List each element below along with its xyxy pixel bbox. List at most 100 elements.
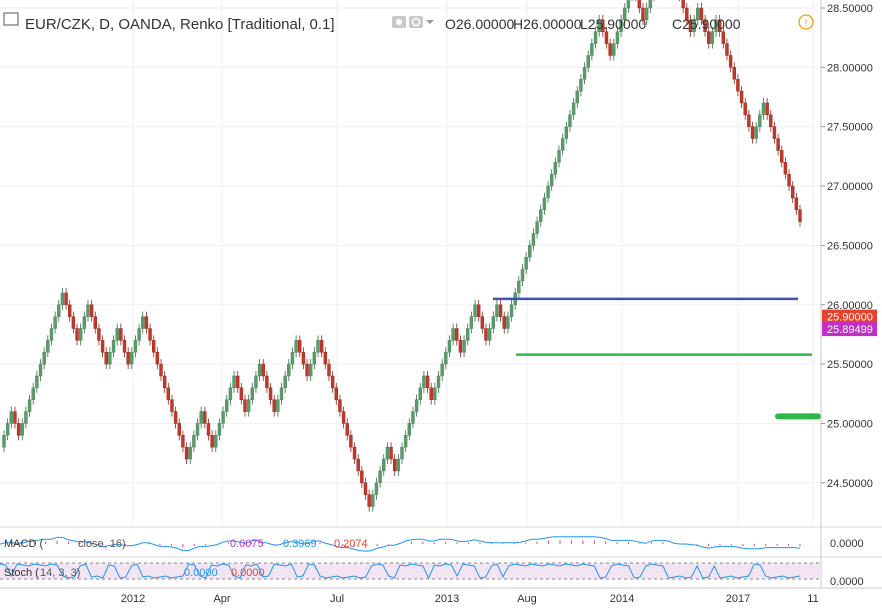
macd-value-3: 0.2074	[334, 538, 368, 550]
x-tick-label: Aug	[517, 593, 537, 605]
down-brick	[707, 31, 711, 44]
warning-icon[interactable]: !	[798, 14, 814, 30]
up-brick	[246, 399, 251, 412]
down-brick	[173, 411, 178, 424]
down-brick	[272, 399, 276, 412]
time-axis[interactable]: 2012 Apr Jul 2013 Aug 2014 2017 11	[121, 593, 819, 605]
y-tick-label: 26.50000	[827, 240, 873, 252]
down-brick	[265, 375, 269, 389]
up-brick	[539, 209, 543, 222]
level-lines[interactable]	[493, 297, 821, 420]
up-brick	[5, 423, 10, 436]
macd-axis-label: 0.0000	[830, 538, 864, 550]
up-brick	[24, 411, 28, 424]
y-tick-label: 26.00000	[827, 300, 873, 312]
up-brick	[469, 316, 474, 329]
down-brick	[498, 304, 503, 317]
up-brick	[473, 304, 477, 317]
eye-icon[interactable]	[392, 16, 406, 28]
up-brick	[396, 458, 401, 472]
up-brick	[462, 340, 466, 353]
brick-series	[2, 0, 802, 512]
x-tick-label: 2013	[435, 593, 459, 605]
up-brick	[279, 387, 284, 400]
down-brick	[126, 351, 130, 365]
symbol-box-icon[interactable]	[3, 12, 19, 26]
up-brick	[403, 435, 408, 448]
x-tick-label: Jul	[330, 593, 344, 605]
settings-icon[interactable]	[409, 16, 423, 28]
up-brick	[466, 328, 470, 341]
down-brick	[162, 375, 167, 389]
y-tick-label: 25.50000	[827, 359, 873, 371]
up-brick	[433, 387, 437, 400]
down-brick	[787, 173, 791, 187]
up-brick	[758, 114, 762, 127]
down-brick	[97, 328, 101, 341]
ohlc-o: O26.00000	[445, 16, 514, 32]
down-brick	[685, 7, 689, 21]
down-brick	[728, 55, 733, 68]
up-brick	[46, 340, 50, 353]
price-tag-label: 25.90000	[827, 312, 873, 324]
up-brick	[137, 328, 141, 341]
stoch-pane[interactable]: Stoch ( 14, 3, 3) 0.0000 0.0000 0.0000	[0, 556, 882, 588]
up-brick	[225, 399, 229, 412]
y-tick-label: 27.00000	[827, 181, 873, 193]
down-brick	[790, 185, 795, 199]
down-brick	[327, 363, 331, 377]
up-brick	[692, 19, 696, 32]
up-brick	[696, 7, 700, 21]
price-axis[interactable]: 28.50000 28.00000 27.50000 27.00000 26.50000…	[821, 3, 873, 490]
macd-pane[interactable]: MACD ( close, 16) 0.0075 0.3969 0.2074 0…	[0, 526, 882, 552]
up-brick	[382, 458, 386, 472]
stoch-value-1: 0.0000	[184, 567, 218, 579]
up-brick	[546, 185, 550, 199]
stoch-k-line	[0, 563, 801, 580]
down-brick	[703, 19, 707, 32]
macd-value-1: 0.0075	[230, 538, 264, 550]
up-brick	[528, 245, 532, 258]
up-brick	[612, 43, 616, 56]
down-brick	[721, 31, 726, 44]
up-brick	[495, 304, 499, 317]
ohlc-h: H26.00000	[513, 16, 582, 32]
down-brick	[144, 316, 149, 329]
up-brick	[371, 494, 375, 507]
down-brick	[338, 399, 342, 412]
up-brick	[506, 316, 510, 329]
x-tick-label: 2012	[121, 593, 145, 605]
down-brick	[484, 328, 488, 341]
up-brick	[761, 102, 766, 116]
up-brick	[597, 19, 601, 32]
down-brick	[608, 43, 612, 56]
up-brick	[290, 351, 295, 365]
dropdown-icon[interactable]	[426, 20, 434, 24]
down-brick	[93, 316, 97, 329]
up-brick	[560, 138, 565, 151]
down-brick	[681, 0, 685, 9]
down-brick	[725, 43, 729, 56]
up-brick	[276, 399, 280, 412]
x-tick-label: 2014	[610, 593, 634, 605]
up-brick	[710, 31, 715, 44]
up-brick	[436, 375, 441, 389]
down-brick	[235, 375, 240, 389]
ohlc-l: L25.90000	[580, 16, 646, 32]
up-brick	[593, 31, 598, 44]
x-tick-label: 11	[807, 593, 818, 605]
up-brick	[141, 316, 145, 329]
up-brick	[447, 340, 452, 353]
up-brick	[422, 375, 426, 389]
macd-histogram	[10, 540, 801, 548]
down-brick	[798, 209, 802, 222]
svg-text:!: !	[805, 18, 808, 29]
up-brick	[582, 67, 587, 80]
down-brick	[261, 363, 265, 377]
up-brick	[316, 340, 320, 353]
down-brick	[604, 31, 609, 44]
down-brick	[352, 446, 357, 460]
up-brick	[82, 316, 87, 329]
up-brick	[568, 114, 572, 127]
